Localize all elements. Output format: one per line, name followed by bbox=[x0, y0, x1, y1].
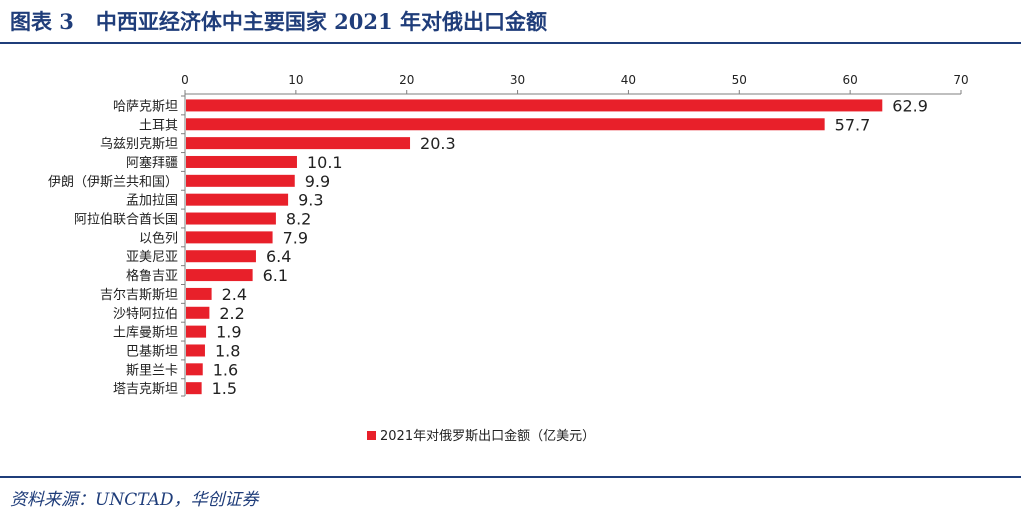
bar bbox=[186, 363, 203, 376]
x-tick-label: 10 bbox=[288, 73, 303, 87]
data-label: 57.7 bbox=[835, 115, 871, 134]
legend-label: 2021年对俄罗斯出口金额（亿美元） bbox=[380, 428, 595, 444]
data-label: 1.9 bbox=[216, 323, 241, 342]
data-label: 7.9 bbox=[283, 228, 308, 247]
top-divider bbox=[0, 42, 1021, 44]
x-tick-label: 30 bbox=[510, 73, 525, 87]
category-label: 塔吉克斯坦 bbox=[113, 382, 178, 397]
category-label: 沙特阿拉伯 bbox=[113, 307, 178, 322]
category-label: 乌兹别克斯坦 bbox=[100, 136, 178, 152]
category-label: 以色列 bbox=[139, 230, 178, 246]
x-tick-label: 40 bbox=[621, 73, 636, 87]
bottom-divider bbox=[0, 476, 1021, 478]
bar bbox=[186, 287, 212, 300]
data-label: 1.6 bbox=[213, 360, 238, 379]
category-label: 吉尔吉斯斯坦 bbox=[100, 288, 178, 303]
bar bbox=[186, 137, 411, 150]
bar bbox=[186, 118, 825, 131]
bar bbox=[186, 325, 207, 338]
category-label: 伊朗（伊斯兰共和国） bbox=[48, 175, 178, 190]
data-label: 2.2 bbox=[219, 304, 244, 323]
data-label: 9.9 bbox=[305, 172, 330, 191]
data-label: 6.1 bbox=[263, 266, 288, 285]
figure-title: 图表 3 中西亚经济体中主要国家 2021 年对俄出口金额 bbox=[10, 6, 547, 36]
category-label: 土耳其 bbox=[139, 118, 178, 133]
bar bbox=[186, 306, 210, 319]
x-tick-label: 0 bbox=[181, 73, 189, 87]
category-label: 巴基斯坦 bbox=[126, 344, 178, 359]
bar bbox=[186, 382, 202, 395]
category-label: 孟加拉国 bbox=[126, 194, 178, 209]
bar-chart: 0 10 20 30 40 50 60 70 哈萨克斯坦 62.9 土耳其 57.7 乌兹别克斯坦 20.… bbox=[48, 73, 969, 444]
x-tick-label: 60 bbox=[843, 73, 858, 87]
data-label: 62.9 bbox=[892, 96, 928, 115]
category-label: 阿拉伯联合酋长国 bbox=[74, 212, 178, 228]
figure-label: 图表 3 bbox=[10, 9, 74, 34]
bar bbox=[186, 269, 253, 282]
data-label: 1.8 bbox=[215, 341, 240, 360]
bar bbox=[186, 99, 883, 112]
bar bbox=[186, 174, 295, 187]
source-note: 资料来源：UNCTAD，华创证券 bbox=[10, 490, 259, 510]
data-label: 9.3 bbox=[298, 191, 323, 210]
data-label: 20.3 bbox=[420, 134, 456, 153]
bar bbox=[186, 250, 256, 263]
bar bbox=[186, 231, 273, 244]
x-tick-label: 20 bbox=[399, 73, 414, 87]
data-label: 6.4 bbox=[266, 247, 291, 266]
category-label: 哈萨克斯坦 bbox=[113, 99, 178, 114]
bar bbox=[186, 155, 297, 168]
category-label: 格鲁吉亚 bbox=[126, 268, 178, 284]
category-label: 土库曼斯坦 bbox=[113, 325, 178, 341]
category-label: 亚美尼亚 bbox=[126, 250, 178, 265]
data-label: 1.5 bbox=[212, 379, 237, 398]
x-tick-label: 50 bbox=[732, 73, 747, 87]
data-label: 2.4 bbox=[222, 285, 247, 304]
bar bbox=[186, 344, 205, 357]
data-label: 8.2 bbox=[286, 210, 311, 229]
legend-swatch bbox=[367, 431, 376, 440]
bar bbox=[186, 212, 276, 225]
chart-title: 中西亚经济体中主要国家 2021 年对俄出口金额 bbox=[95, 9, 547, 34]
figure-header: 图表 3 中西亚经济体中主要国家 2021 年对俄出口金额 bbox=[0, 0, 1021, 44]
data-label: 10.1 bbox=[307, 153, 343, 172]
bar bbox=[186, 193, 289, 206]
category-label: 斯里兰卡 bbox=[126, 363, 178, 378]
category-label: 阿塞拜疆 bbox=[126, 155, 178, 171]
x-tick-label: 70 bbox=[953, 73, 968, 87]
